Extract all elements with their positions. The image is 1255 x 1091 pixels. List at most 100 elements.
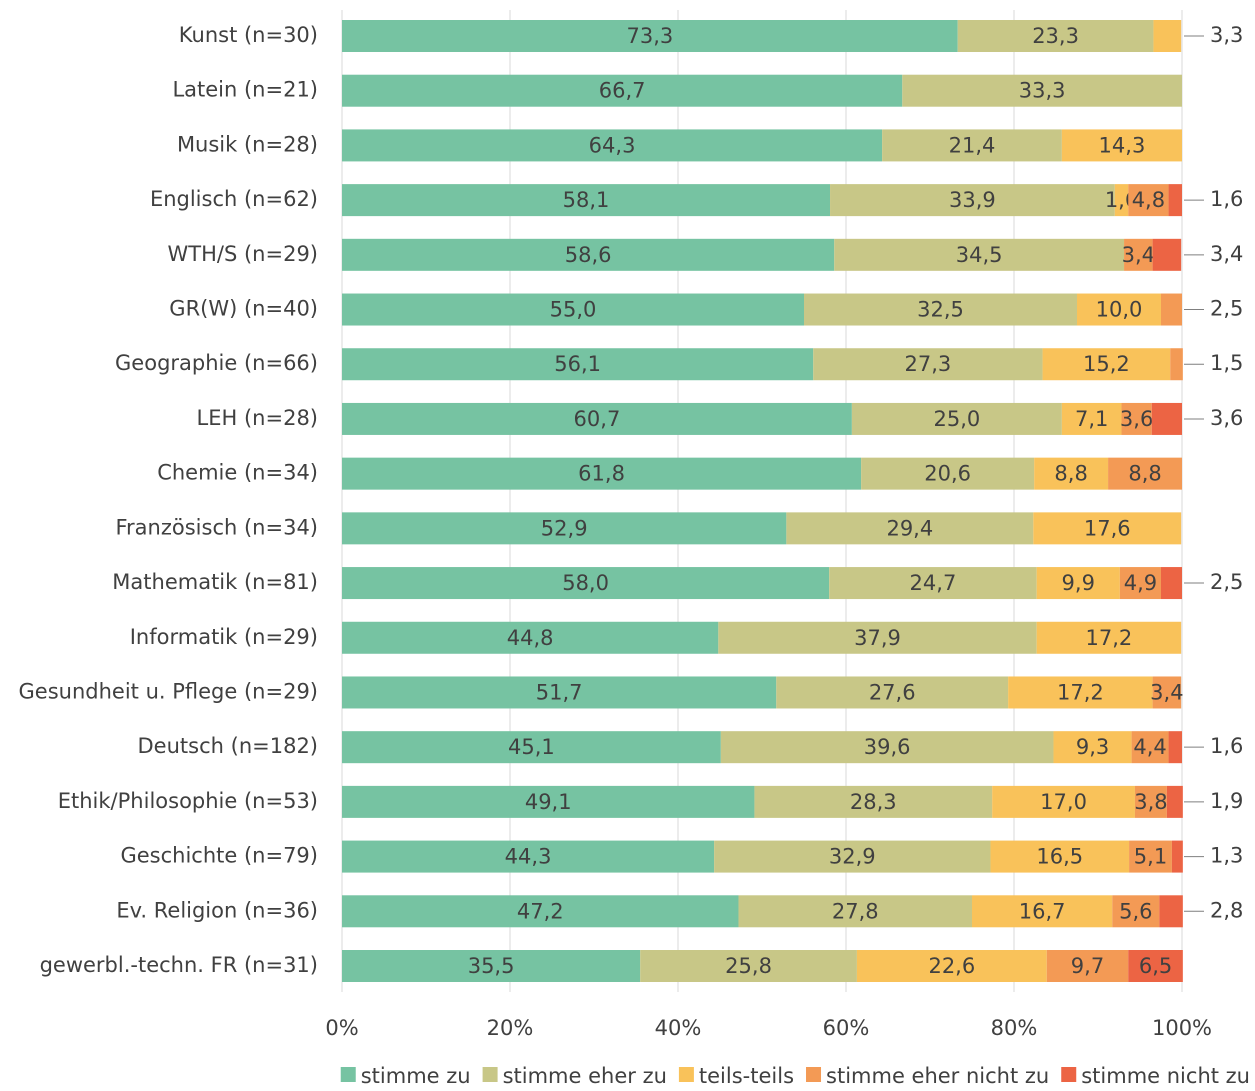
y-tick-label: Mathematik (n=81): [112, 570, 318, 594]
data-label: 58,6: [565, 243, 612, 267]
data-label: 51,7: [536, 680, 583, 704]
data-label: 49,1: [525, 790, 572, 814]
bar-segment: [342, 567, 830, 600]
y-tick-label: Gesundheit u. Pflege (n=29): [19, 679, 318, 703]
bar-segment: [720, 731, 1054, 764]
y-tick-label: Geographie (n=66): [115, 351, 318, 375]
bar-segment: [718, 621, 1037, 654]
bar-segment: [342, 20, 958, 52]
bar-segment: [1008, 676, 1153, 709]
data-label: 37,9: [854, 626, 901, 650]
data-label: 52,9: [541, 516, 588, 540]
bar-segment: [1061, 129, 1182, 162]
data-label: 17,2: [1086, 626, 1133, 650]
y-tick-label: WTH/S (n=29): [168, 242, 318, 266]
data-label: 60,7: [574, 407, 621, 431]
data-label: 10,0: [1096, 298, 1143, 322]
bar-segment: [1152, 238, 1182, 271]
data-label: 47,2: [517, 899, 564, 923]
bar-segment: [1061, 402, 1122, 435]
bar-segment: [342, 184, 831, 217]
data-label: 22,6: [928, 954, 975, 978]
data-label: 3,6: [1120, 407, 1153, 431]
data-label: 8,8: [1128, 462, 1161, 486]
legend-label: stimme nicht zu: [1081, 1064, 1250, 1088]
data-label: 35,5: [468, 954, 515, 978]
bar-segment: [786, 512, 1034, 545]
data-label: 3,3: [1210, 23, 1243, 47]
bar-segment: [972, 895, 1113, 928]
data-label: 73,3: [626, 24, 673, 48]
y-tick-label: gewerbl.-techn. FR (n=31): [40, 953, 318, 977]
bar-segment: [804, 293, 1077, 326]
data-label: 9,3: [1076, 735, 1109, 759]
bar-segment: [342, 676, 777, 709]
data-label: 2,8: [1210, 898, 1243, 922]
y-tick-label: Englisch (n=62): [150, 187, 318, 211]
bar-segment: [342, 74, 903, 107]
bar-segment: [1034, 457, 1109, 490]
legend-swatch: [1061, 1067, 1077, 1082]
data-label: 27,3: [905, 352, 952, 376]
bar-segment: [1131, 731, 1169, 764]
x-tick-label: 60%: [823, 1016, 870, 1040]
data-label: 1,6: [1210, 187, 1243, 211]
bar-segment: [342, 238, 835, 271]
bar-segment: [1108, 457, 1182, 490]
data-label: 6,5: [1139, 954, 1172, 978]
bar-segment: [1119, 567, 1161, 600]
bar-segment: [342, 129, 883, 162]
data-label: 25,8: [725, 954, 772, 978]
bar-segment: [990, 840, 1130, 873]
data-label: 1,3: [1210, 844, 1243, 868]
bar-segment: [856, 950, 1047, 982]
bar-segment: [861, 457, 1035, 490]
bar-segment: [1153, 20, 1182, 52]
bar-segment: [1152, 676, 1182, 709]
data-label: 1,5: [1210, 351, 1243, 375]
bar-segment: [1168, 731, 1182, 764]
data-label: 27,6: [869, 680, 916, 704]
data-label: 4,8: [1132, 188, 1165, 212]
x-tick-label: 20%: [487, 1016, 534, 1040]
bar-segment: [1171, 840, 1183, 873]
bar-segment: [1077, 293, 1161, 326]
x-tick-label: 40%: [655, 1016, 702, 1040]
bar-segment: [1170, 348, 1183, 381]
data-label: 27,8: [832, 899, 879, 923]
data-label: 3,6: [1210, 406, 1243, 430]
data-label: 58,1: [563, 188, 610, 212]
bar-segment: [1128, 184, 1169, 217]
bar-segment: [342, 785, 755, 818]
bar-segment: [1161, 293, 1182, 326]
bar-segment: [992, 785, 1135, 818]
bar-segment: [342, 621, 719, 654]
bar-segment: [342, 293, 804, 326]
legend-swatch: [482, 1067, 498, 1082]
y-tick-label: LEH (n=28): [197, 406, 318, 430]
legend-label: stimme eher nicht zu: [826, 1064, 1049, 1088]
data-label: 32,9: [829, 845, 876, 869]
data-label: 5,1: [1134, 845, 1167, 869]
y-tick-label: Latein (n=21): [172, 78, 318, 102]
bar-segment: [754, 785, 993, 818]
bar-segment: [957, 20, 1154, 52]
y-tick-label: GR(W) (n=40): [169, 297, 318, 321]
bar-segment: [834, 238, 1125, 271]
bar-segment: [738, 895, 972, 928]
data-label: 56,1: [554, 352, 601, 376]
data-label: 4,9: [1124, 571, 1157, 595]
bar-segment: [1168, 184, 1182, 217]
bar-segment: [1134, 785, 1167, 818]
data-label: 4,4: [1133, 735, 1166, 759]
data-label: 14,3: [1099, 133, 1146, 157]
bar-segment: [1036, 621, 1182, 654]
data-label: 16,5: [1036, 845, 1083, 869]
data-label: 17,0: [1040, 790, 1087, 814]
bar-segment: [1036, 567, 1120, 600]
data-label: 17,6: [1084, 516, 1131, 540]
data-label: 16,7: [1019, 899, 1066, 923]
data-label: 61,8: [578, 462, 625, 486]
data-label: 3,8: [1134, 790, 1167, 814]
